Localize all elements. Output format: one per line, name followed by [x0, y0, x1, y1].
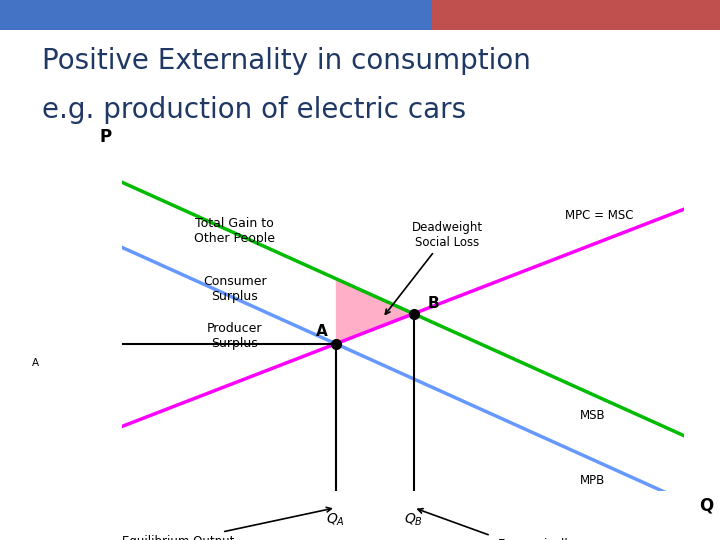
Polygon shape	[336, 279, 413, 344]
Text: $Q_B$: $Q_B$	[404, 511, 423, 528]
Text: Positive Externality in consumption: Positive Externality in consumption	[42, 47, 531, 75]
Text: Producer
Surplus: Producer Surplus	[207, 322, 263, 350]
Text: MSB: MSB	[580, 409, 606, 422]
Text: Total Gain to
Other People: Total Gain to Other People	[194, 217, 275, 245]
Text: Consumer
Surplus: Consumer Surplus	[203, 275, 266, 303]
Text: $Q_A$: $Q_A$	[326, 511, 346, 528]
Text: A: A	[32, 357, 39, 368]
Text: Q: Q	[699, 497, 714, 515]
Text: A: A	[316, 324, 328, 339]
Text: Deadweight
Social Loss: Deadweight Social Loss	[385, 221, 483, 314]
Text: Economically
Efficient Output: Economically Efficient Output	[418, 509, 584, 540]
Text: e.g. production of electric cars: e.g. production of electric cars	[42, 96, 466, 124]
Bar	[0, 0, 432, 30]
Text: MPC = MSC: MPC = MSC	[565, 209, 634, 222]
Text: B: B	[428, 296, 439, 311]
Text: Equilibrium Output: Equilibrium Output	[122, 508, 331, 540]
Text: P: P	[99, 128, 112, 146]
Bar	[432, 0, 720, 30]
Text: MPB: MPB	[580, 474, 606, 487]
